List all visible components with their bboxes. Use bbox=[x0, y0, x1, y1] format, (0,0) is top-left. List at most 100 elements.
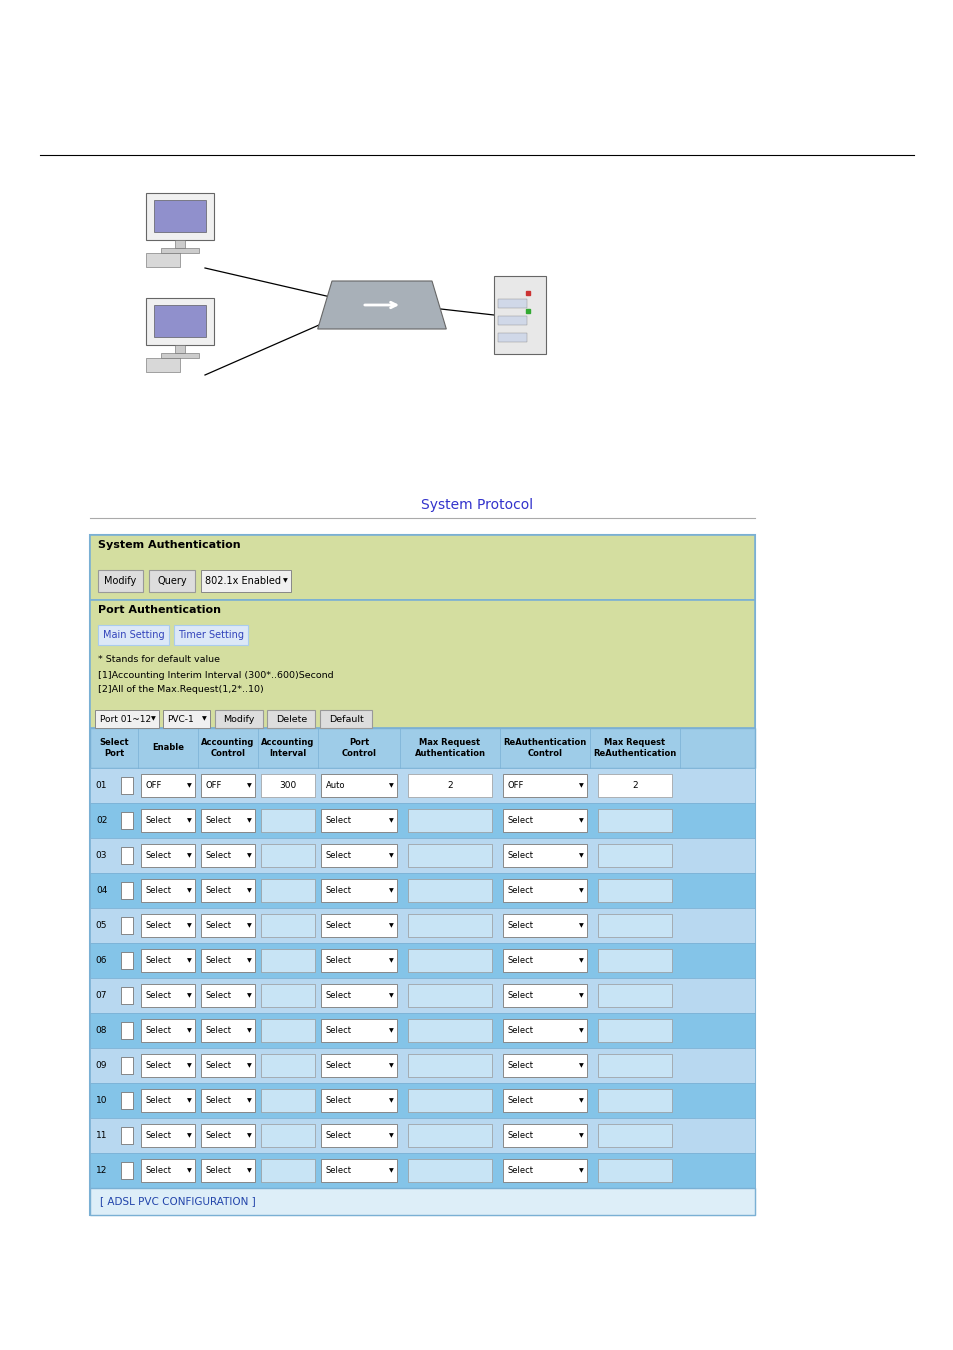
Text: Port Authentication: Port Authentication bbox=[97, 605, 220, 616]
Text: Timer Setting: Timer Setting bbox=[178, 630, 244, 640]
Bar bbox=[90, 944, 754, 977]
Bar bbox=[597, 1019, 672, 1042]
Text: Select: Select bbox=[206, 1061, 232, 1071]
Bar bbox=[502, 1088, 586, 1112]
Bar bbox=[407, 1088, 492, 1112]
Bar bbox=[407, 879, 492, 902]
Text: Select: Select bbox=[146, 886, 172, 895]
Text: 01: 01 bbox=[95, 782, 108, 790]
Bar bbox=[141, 809, 195, 833]
Text: Select: Select bbox=[325, 1166, 352, 1174]
Bar bbox=[90, 728, 754, 768]
Text: Port
Control: Port Control bbox=[341, 738, 376, 757]
Bar bbox=[121, 811, 133, 829]
Text: Default: Default bbox=[329, 714, 363, 724]
Text: Accounting
Control: Accounting Control bbox=[201, 738, 254, 757]
Text: ▼: ▼ bbox=[247, 818, 252, 824]
Text: [2]All of the Max.Request(1,2*..10): [2]All of the Max.Request(1,2*..10) bbox=[97, 686, 263, 694]
Text: ▼: ▼ bbox=[389, 958, 394, 963]
Text: Max Request
ReAuthentication: Max Request ReAuthentication bbox=[593, 738, 676, 757]
Bar bbox=[141, 914, 195, 937]
Text: [1]Accounting Interim Interval (300*..600)Second: [1]Accounting Interim Interval (300*..60… bbox=[97, 671, 333, 679]
Text: Main Setting: Main Setting bbox=[103, 630, 164, 640]
Text: 11: 11 bbox=[95, 1131, 108, 1139]
Bar bbox=[201, 774, 254, 798]
Text: Select: Select bbox=[507, 815, 533, 825]
Text: ▼: ▼ bbox=[187, 888, 192, 892]
Text: ▼: ▼ bbox=[389, 853, 394, 859]
Text: Select: Select bbox=[325, 1026, 352, 1035]
Text: ▼: ▼ bbox=[247, 1133, 252, 1138]
Text: ▼: ▼ bbox=[578, 923, 583, 927]
Bar bbox=[121, 1092, 133, 1110]
Bar bbox=[121, 952, 133, 969]
Bar bbox=[260, 949, 314, 972]
Bar bbox=[320, 774, 396, 798]
Bar bbox=[90, 1188, 754, 1215]
Bar bbox=[260, 914, 314, 937]
Text: ▼: ▼ bbox=[247, 958, 252, 963]
Text: Select: Select bbox=[146, 921, 172, 930]
Bar bbox=[214, 710, 262, 728]
Bar bbox=[173, 625, 248, 645]
Bar bbox=[502, 809, 586, 833]
Text: ▼: ▼ bbox=[187, 994, 192, 998]
Bar bbox=[90, 977, 754, 1012]
Text: ▼: ▼ bbox=[202, 717, 207, 721]
Text: OFF: OFF bbox=[206, 782, 222, 790]
Text: ▼: ▼ bbox=[247, 923, 252, 927]
Text: Select: Select bbox=[325, 1096, 352, 1106]
Text: ▼: ▼ bbox=[187, 1098, 192, 1103]
Bar bbox=[320, 1019, 396, 1042]
Bar bbox=[90, 873, 754, 909]
Text: ▼: ▼ bbox=[187, 958, 192, 963]
Text: Select: Select bbox=[507, 1166, 533, 1174]
Bar bbox=[201, 1123, 254, 1148]
Text: Select: Select bbox=[325, 1061, 352, 1071]
Bar bbox=[502, 879, 586, 902]
Bar bbox=[320, 984, 396, 1007]
Bar bbox=[141, 844, 195, 868]
Bar bbox=[94, 710, 158, 728]
Bar bbox=[90, 838, 754, 873]
Text: OFF: OFF bbox=[507, 782, 523, 790]
Text: 08: 08 bbox=[95, 1026, 108, 1035]
Text: ▼: ▼ bbox=[389, 1133, 394, 1138]
Text: System Authentication: System Authentication bbox=[97, 540, 240, 549]
Text: ▼: ▼ bbox=[247, 1098, 252, 1103]
Bar bbox=[260, 1123, 314, 1148]
Bar bbox=[597, 984, 672, 1007]
Bar bbox=[141, 949, 195, 972]
Text: ▼: ▼ bbox=[578, 958, 583, 963]
Text: ▼: ▼ bbox=[247, 783, 252, 788]
Bar bbox=[175, 240, 185, 248]
Bar bbox=[162, 710, 210, 728]
Bar bbox=[90, 1118, 754, 1153]
Bar bbox=[201, 1019, 254, 1042]
Bar bbox=[201, 844, 254, 868]
Text: ▼: ▼ bbox=[578, 1133, 583, 1138]
Bar bbox=[320, 879, 396, 902]
Text: 09: 09 bbox=[95, 1061, 108, 1071]
Bar bbox=[260, 809, 314, 833]
Bar bbox=[260, 1088, 314, 1112]
Text: Select: Select bbox=[146, 991, 172, 1000]
Text: ▼: ▼ bbox=[187, 853, 192, 859]
Text: Select: Select bbox=[146, 1131, 172, 1139]
Polygon shape bbox=[317, 281, 446, 329]
Bar bbox=[319, 710, 372, 728]
Text: Auto: Auto bbox=[325, 782, 345, 790]
Text: ▼: ▼ bbox=[247, 1027, 252, 1033]
Bar bbox=[201, 1053, 254, 1077]
Bar bbox=[141, 1053, 195, 1077]
Text: ▼: ▼ bbox=[389, 1098, 394, 1103]
Text: ▼: ▼ bbox=[247, 853, 252, 859]
Bar bbox=[121, 776, 133, 794]
Text: Select: Select bbox=[206, 1096, 232, 1106]
Text: Select: Select bbox=[507, 1131, 533, 1139]
Bar bbox=[407, 1123, 492, 1148]
Bar bbox=[161, 354, 198, 358]
Text: ▼: ▼ bbox=[187, 1168, 192, 1173]
Bar bbox=[90, 1153, 754, 1188]
Text: Select: Select bbox=[325, 1131, 352, 1139]
